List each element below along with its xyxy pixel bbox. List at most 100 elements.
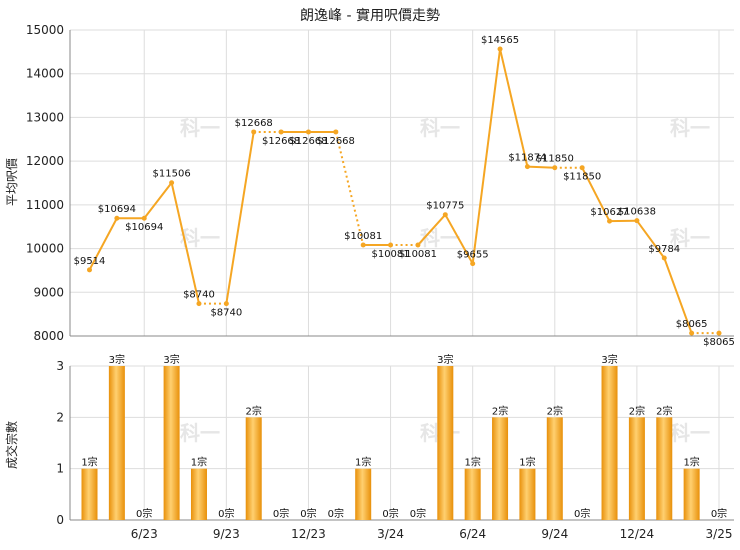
- line-point: [661, 255, 667, 261]
- line-data-label: $10081: [399, 249, 437, 260]
- bar: [245, 417, 262, 520]
- line-segment: [527, 165, 555, 169]
- line-segment: [471, 48, 502, 264]
- chart-title: 朗逸峰 - 實用呎價走勢: [300, 7, 440, 24]
- x-tick-label: 3/25: [706, 527, 733, 541]
- line-point: [169, 180, 175, 186]
- bar-data-label: 2宗: [492, 404, 508, 417]
- line-data-label: $10638: [618, 207, 656, 218]
- bar-data-label: 3宗: [109, 353, 125, 366]
- line-point: [87, 267, 92, 273]
- bar-y-axis-title: 成交宗數: [4, 421, 19, 469]
- line-point: [196, 301, 202, 307]
- line-segment: [225, 131, 255, 304]
- bar: [81, 468, 98, 520]
- line-data-label: $8740: [183, 290, 215, 301]
- line-segment: [636, 220, 666, 259]
- line-data-label: $10694: [125, 222, 163, 233]
- bar-data-label: 0宗: [711, 507, 727, 520]
- line-data-label: $14565: [481, 35, 519, 46]
- line-segment: [143, 182, 173, 219]
- line-data-label: $11850: [563, 172, 601, 183]
- line-data-label: $8740: [210, 308, 242, 319]
- line-data-label: $11506: [153, 169, 191, 180]
- line-data-label: $10775: [426, 201, 464, 212]
- line-series: [87, 46, 722, 336]
- line-point: [141, 215, 147, 221]
- y-tick-label: 15000: [26, 23, 64, 37]
- x-tick-label: 12/24: [620, 527, 655, 541]
- line-segment: [334, 131, 365, 246]
- bar-data-label: 0宗: [273, 507, 289, 520]
- bar: [437, 366, 454, 520]
- line-data-label: $9514: [74, 256, 106, 267]
- x-tick-label: 3/24: [377, 527, 404, 541]
- watermark-text: 科一: [420, 116, 460, 140]
- bar-data-label: 0宗: [328, 507, 344, 520]
- line-point: [607, 218, 613, 224]
- line-point: [360, 242, 366, 248]
- line-point: [251, 129, 257, 135]
- line-data-label: $11874: [508, 153, 546, 164]
- line-segment: [581, 167, 611, 222]
- data-labels: $9514$10694$10694$11506$8740$8740$12668$…: [74, 35, 735, 520]
- line-segment: [417, 214, 447, 246]
- axis-ticks: 8000 9000 10000 11000 12000 13000 14000 15000 0 1…: [26, 23, 733, 541]
- line-point: [442, 212, 448, 218]
- line-data-label: $10694: [98, 204, 136, 215]
- line-data-label: $12668: [289, 136, 327, 147]
- line-data-label: $9784: [648, 244, 680, 255]
- bar-data-label: 0宗: [218, 507, 234, 520]
- bar-data-label: 1宗: [519, 456, 535, 469]
- watermark-text: 科一: [670, 421, 710, 445]
- bar: [601, 366, 618, 520]
- line-point: [305, 129, 311, 135]
- y-tick-label: 1: [56, 462, 64, 476]
- bar-data-label: 1宗: [464, 456, 480, 469]
- bar-data-label: 3宗: [437, 353, 453, 366]
- line-point: [634, 218, 640, 224]
- line-point: [388, 242, 394, 248]
- bar-data-label: 1宗: [81, 456, 97, 469]
- watermark-text: 科一: [180, 116, 220, 140]
- bar: [464, 468, 481, 520]
- bar-data-label: 1宗: [355, 456, 371, 469]
- line-point: [114, 215, 120, 221]
- line-data-label: $8065: [703, 337, 735, 348]
- bar-data-label: 0宗: [382, 507, 398, 520]
- bar-data-label: 2宗: [629, 404, 645, 417]
- x-tick-label: 12/23: [291, 527, 326, 541]
- y-tick-label: 12000: [26, 154, 64, 168]
- bar: [628, 417, 645, 520]
- bar: [108, 366, 125, 520]
- bar: [190, 468, 207, 520]
- bar-data-label: 3宗: [601, 353, 617, 366]
- line-data-label: $11850: [536, 154, 574, 165]
- bar-data-label: 2宗: [656, 404, 672, 417]
- line-segment: [499, 48, 529, 167]
- bar: [519, 468, 536, 520]
- line-point: [497, 46, 503, 52]
- y-tick-label: 8000: [33, 329, 64, 343]
- y-tick-label: 9000: [33, 285, 64, 299]
- y-tick-label: 10000: [26, 242, 64, 256]
- bar-data-label: 2宗: [246, 404, 262, 417]
- bar: [546, 417, 563, 520]
- line-data-label: $12668: [262, 136, 300, 147]
- line-data-label: $12668: [317, 136, 355, 147]
- watermark-text: 科一: [180, 421, 220, 445]
- bar-data-label: 0宗: [410, 507, 426, 520]
- line-point: [333, 129, 339, 135]
- y-tick-label: 13000: [26, 110, 64, 124]
- line-point: [278, 129, 284, 135]
- line-data-label: $10627: [590, 207, 628, 218]
- bar-data-label: 0宗: [574, 507, 590, 520]
- line-point: [223, 301, 229, 307]
- bar-data-label: 3宗: [163, 353, 179, 366]
- bar-data-label: 1宗: [191, 456, 207, 469]
- x-tick-label: 6/24: [459, 527, 486, 541]
- line-segment: [170, 182, 200, 304]
- bar: [163, 366, 180, 520]
- y-tick-label: 11000: [26, 198, 64, 212]
- bar: [656, 417, 673, 520]
